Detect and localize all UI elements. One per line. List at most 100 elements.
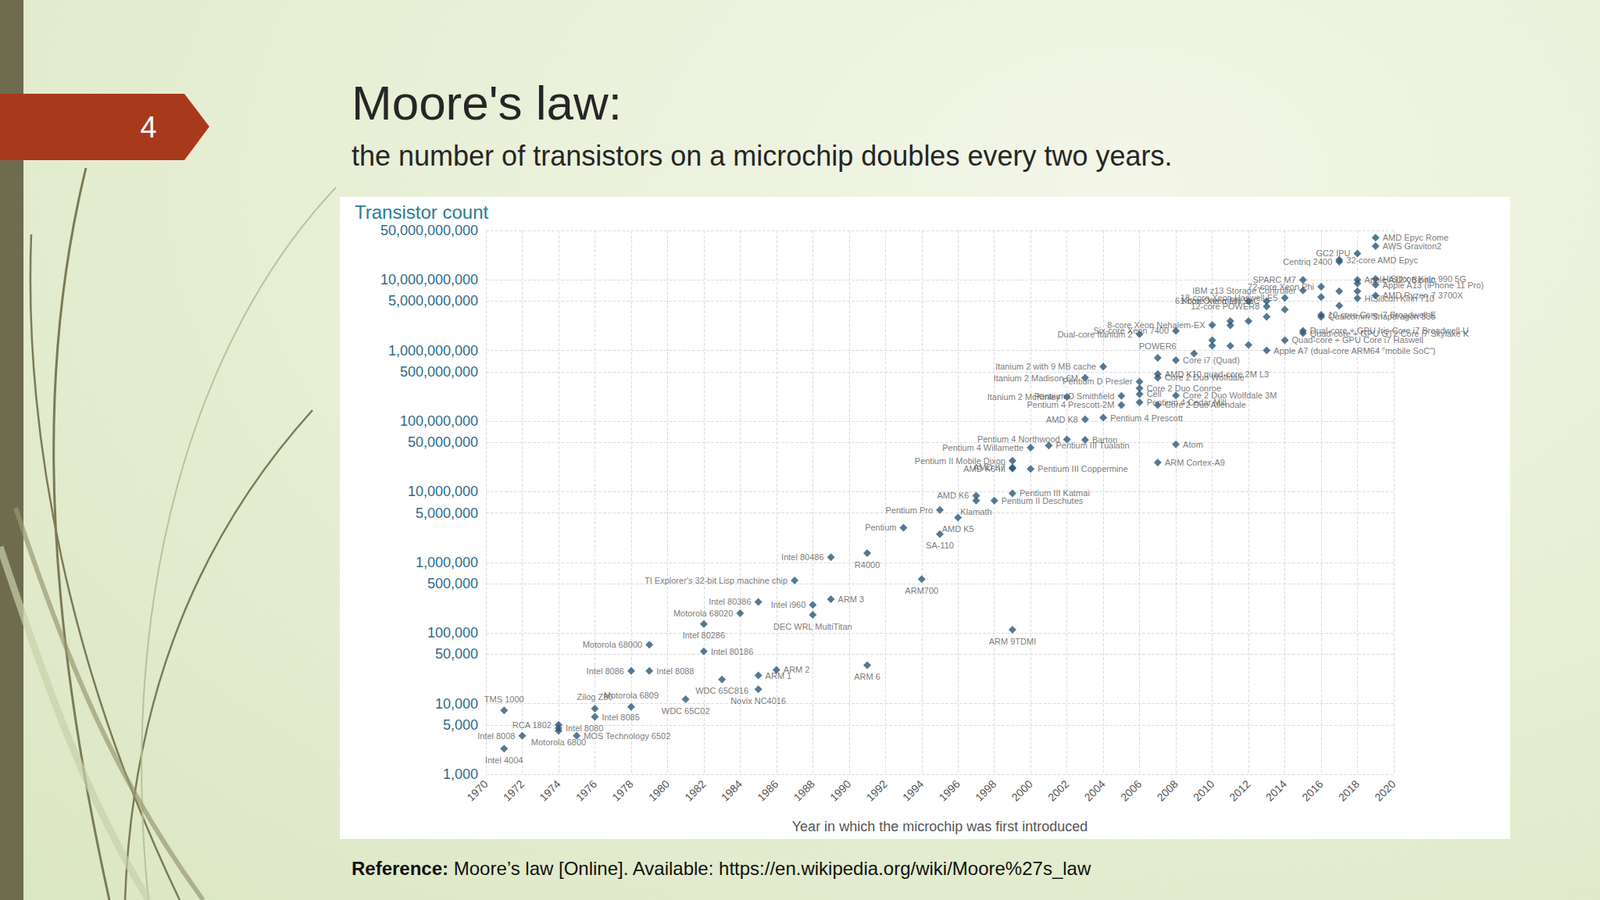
svg-text:100,000: 100,000 [427,625,479,641]
svg-text:WDC 65C02: WDC 65C02 [661,706,711,716]
svg-text:Motorola 6809: Motorola 6809 [603,690,659,700]
svg-text:Apple A7 (dual-core ARM64 "mob: Apple A7 (dual-core ARM64 "mobile SoC") [1273,346,1436,356]
svg-text:50,000: 50,000 [435,646,479,662]
svg-text:Core i7 (Quad): Core i7 (Quad) [1182,355,1240,365]
svg-text:1,000: 1,000 [442,766,479,783]
svg-text:Intel i960: Intel i960 [771,600,807,610]
svg-text:1,000,000: 1,000,000 [415,554,479,571]
svg-text:WDC 65C816: WDC 65C816 [695,685,749,696]
svg-text:1972: 1972 [500,777,527,804]
svg-text:1988: 1988 [791,777,818,804]
svg-text:Intel 80386: Intel 80386 [708,596,751,607]
svg-text:Pentium D Smithfield: Pentium D Smithfield [1034,391,1115,401]
svg-text:10,000: 10,000 [435,696,479,712]
svg-text:AMD K10 quad-core 2M L3: AMD K10 quad-core 2M L3 [1164,369,1269,379]
svg-text:50,000,000,000: 50,000,000,000 [380,222,479,239]
svg-text:1984: 1984 [718,777,745,804]
svg-text:Pentium III Katmai: Pentium III Katmai [1019,488,1090,498]
svg-text:Intel 8086: Intel 8086 [586,666,625,676]
svg-text:50,000,000: 50,000,000 [407,434,479,450]
svg-text:Intel 8085: Intel 8085 [601,712,640,722]
svg-text:Novix NC4016: Novix NC4016 [730,696,786,706]
svg-text:32-core AMD Epyc: 32-core AMD Epyc [1346,255,1418,265]
svg-text:DEC WRL MultiTitan: DEC WRL MultiTitan [773,621,853,632]
svg-text:72-core Xeon Phi: 72-core Xeon Phi [1247,282,1315,292]
svg-text:2008: 2008 [1153,777,1180,804]
svg-text:Year in which the microchip wa: Year in which the microchip was first in… [792,818,1089,835]
svg-text:Motorola 68000: Motorola 68000 [582,639,643,650]
svg-text:1994: 1994 [900,777,926,804]
svg-text:HiSilicon Kirin 710: HiSilicon Kirin 710 [1364,293,1435,304]
svg-text:Intel 80486: Intel 80486 [781,552,824,562]
svg-text:Intel 8088: Intel 8088 [656,666,694,676]
svg-text:1998: 1998 [972,777,999,804]
svg-text:1986: 1986 [754,777,781,804]
svg-text:ARM 9TDMI: ARM 9TDMI [989,636,1037,647]
svg-text:Pentium 4 Northwood: Pentium 4 Northwood [977,434,1061,444]
svg-text:Intel 80286: Intel 80286 [682,630,725,640]
svg-text:AMD K6: AMD K6 [937,490,970,500]
svg-text:5,000,000: 5,000,000 [415,505,479,522]
svg-text:Intel 4004: Intel 4004 [485,755,523,765]
svg-text:8-core Xeon Nehalem-EX: 8-core Xeon Nehalem-EX [1107,320,1206,330]
svg-text:ARM 6: ARM 6 [853,671,881,682]
svg-text:2018: 2018 [1335,777,1362,804]
svg-text:2014: 2014 [1263,777,1290,804]
svg-text:Quad-core + GPU Core i7 Haswel: Quad-core + GPU Core i7 Haswell [1292,335,1424,345]
svg-text:R4000: R4000 [854,560,880,570]
svg-text:Core 2 Duo Wolfdale 3M: Core 2 Duo Wolfdale 3M [1182,390,1277,400]
svg-text:AWS Graviton2: AWS Graviton2 [1382,241,1442,251]
svg-text:1990: 1990 [827,777,854,804]
svg-text:5,000: 5,000 [442,717,479,733]
svg-text:1982: 1982 [682,777,708,804]
svg-text:100,000,000: 100,000,000 [400,413,479,429]
svg-text:1976: 1976 [573,777,600,804]
svg-text:Itanium 2 with 9 MB cache: Itanium 2 with 9 MB cache [995,361,1097,372]
svg-text:Pentium 4 Willamette: Pentium 4 Willamette [942,442,1024,453]
svg-text:Pentium D Presler: Pentium D Presler [1062,376,1133,386]
svg-text:2010: 2010 [1190,777,1217,804]
svg-text:Pentium III Coppermine: Pentium III Coppermine [1037,464,1129,474]
svg-text:5,000,000,000: 5,000,000,000 [388,292,479,309]
svg-text:1978: 1978 [609,777,636,804]
svg-text:GC2 IPU: GC2 IPU [1316,248,1351,258]
svg-text:2004: 2004 [1081,777,1108,804]
svg-text:POWER6: POWER6 [1139,341,1177,351]
svg-text:Core 2 Duo Allendale: Core 2 Duo Allendale [1164,400,1247,410]
svg-text:RCA 1802: RCA 1802 [512,720,552,730]
svg-text:Qualcomm Snapdragon 835: Qualcomm Snapdragon 835 [1328,311,1436,322]
svg-text:Intel 80186: Intel 80186 [710,646,754,657]
svg-text:Apple A13 (iPhone 11 Pro): Apple A13 (iPhone 11 Pro) [1382,280,1484,290]
svg-text:AMD K8: AMD K8 [1046,414,1079,425]
svg-text:1974: 1974 [536,777,563,804]
svg-text:Pentium: Pentium [864,522,897,533]
svg-text:Motorola 68020: Motorola 68020 [673,608,733,618]
svg-text:ARM700: ARM700 [904,585,939,596]
svg-text:1992: 1992 [864,777,890,804]
svg-text:10,000,000: 10,000,000 [407,483,479,500]
svg-text:TMS 1000: TMS 1000 [484,694,525,704]
svg-text:1,000,000,000: 1,000,000,000 [388,342,479,359]
svg-text:Barton: Barton [1092,435,1118,445]
svg-text:Klamath: Klamath [960,507,992,517]
svg-text:500,000,000: 500,000,000 [400,364,479,380]
svg-text:1996: 1996 [936,777,963,804]
svg-text:TI Explorer's 32-bit Lisp mach: TI Explorer's 32-bit Lisp machine chip [644,575,788,586]
svg-text:ARM 2: ARM 2 [783,664,811,675]
svg-text:2016: 2016 [1299,777,1325,804]
svg-text:Centriq 2400: Centriq 2400 [1282,257,1333,267]
svg-text:Intel 8008: Intel 8008 [477,731,515,741]
svg-text:1970: 1970 [464,777,490,804]
svg-text:2020: 2020 [1371,777,1398,804]
svg-text:Motorola 6800: Motorola 6800 [531,737,586,747]
svg-text:AMD K5: AMD K5 [942,524,975,534]
svg-text:Pentium Pro: Pentium Pro [885,505,933,515]
svg-text:ARM 3: ARM 3 [838,594,865,604]
svg-text:Transistor count: Transistor count [354,201,490,223]
svg-text:2002: 2002 [1045,777,1072,804]
svg-text:2012: 2012 [1226,777,1253,804]
svg-text:Pentium 4 Prescott: Pentium 4 Prescott [1110,413,1183,423]
svg-text:2000: 2000 [1009,777,1036,804]
svg-text:10,000,000,000: 10,000,000,000 [380,271,479,288]
svg-text:1980: 1980 [646,777,672,804]
